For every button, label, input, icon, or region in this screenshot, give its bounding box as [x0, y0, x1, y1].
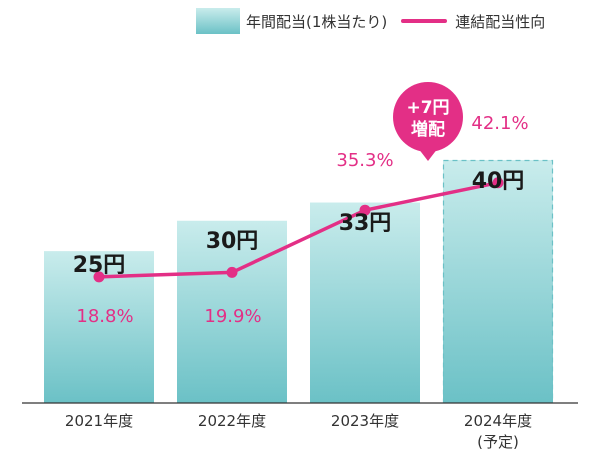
increase-text-label: 増配 — [411, 119, 445, 140]
payout-label-1: 19.9% — [204, 306, 261, 327]
payout-point-3 — [492, 177, 504, 189]
increase-amount-label: +7円 — [406, 98, 449, 118]
legend: 年間配当(1株当たり) 連結配当性向 — [196, 6, 545, 36]
category-label-1: 2022年度 — [198, 412, 266, 430]
legend-line-swatch — [401, 19, 448, 23]
bar-2 — [310, 202, 420, 403]
payout-ratio-line — [98, 181, 499, 279]
increase-bubble-tail — [418, 148, 438, 161]
payout-point-1 — [226, 266, 238, 278]
bar-value-label-0: 25円 — [73, 253, 126, 278]
bar-1 — [177, 220, 287, 403]
category-label-2: 2023年度 — [331, 412, 399, 430]
legend-bar-label: 年間配当(1株当たり) — [246, 12, 388, 31]
legend-line-label: 連結配当性向 — [455, 12, 546, 31]
category-label-0: 2021年度 — [65, 412, 133, 430]
category-sublabel-3: (予定) — [477, 433, 519, 451]
bar-value-label-1: 30円 — [206, 229, 259, 254]
payout-label-3: 42.1% — [471, 113, 528, 134]
bar-value-label-2: 33円 — [339, 211, 392, 236]
payout-label-2: 35.3% — [336, 150, 393, 171]
bar-3 — [443, 160, 553, 403]
increase-bubble — [393, 82, 463, 152]
legend-bar-swatch — [196, 8, 240, 34]
category-label-3: 2024年度 — [464, 412, 532, 430]
payout-point-2 — [359, 204, 371, 216]
payout-label-0: 18.8% — [76, 306, 133, 327]
payout-point-0 — [93, 271, 105, 283]
bar-value-label-3: 40円 — [472, 169, 525, 194]
